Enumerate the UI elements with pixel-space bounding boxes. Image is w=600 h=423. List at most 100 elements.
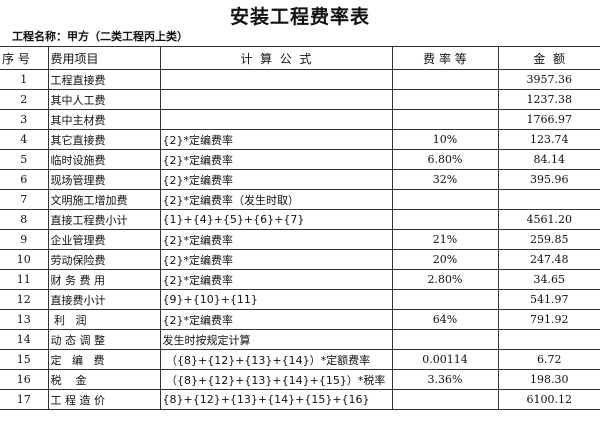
row-number: 15 <box>0 349 49 370</box>
table-row: 2 其中人工费 1237.38 <box>0 89 600 110</box>
row-amount: 1237.38 <box>497 89 600 110</box>
row-number: 10 <box>0 249 49 270</box>
row-number: 16 <box>0 369 49 390</box>
row-formula: 发生时按规定计算 <box>159 329 393 350</box>
table-row: 5 临时设施费 {2}*定编费率 6.80% 84.14 <box>0 149 600 170</box>
row-amount: 6.72 <box>497 349 600 370</box>
row-item: 动 态 调 整 <box>47 329 161 350</box>
row-formula: {1}+{4}+{5}+{6}+{7} <box>159 209 393 230</box>
row-rate <box>391 389 499 410</box>
header-item: 费用项目 <box>47 46 161 70</box>
row-rate: 20% <box>391 249 499 270</box>
row-formula <box>159 89 393 110</box>
table-row: 9 企业管理费 {2}*定编费率 21% 259.85 <box>0 229 600 250</box>
row-formula: {9}+{10}+{11} <box>159 289 393 310</box>
row-item: 税 金 <box>47 369 161 390</box>
table-row: 11 财 务 费 用 {2}*定编费率 2.80% 34.65 <box>0 269 600 290</box>
row-item: 直接费小计 <box>47 289 161 310</box>
row-rate: 6.80% <box>391 149 499 170</box>
row-amount: 247.48 <box>497 249 600 270</box>
row-rate: 64% <box>391 309 499 330</box>
header-no: 序 号 <box>0 46 49 70</box>
row-number: 12 <box>0 289 49 310</box>
row-number: 11 <box>0 269 49 290</box>
table-row: 14 动 态 调 整发生时按规定计算 <box>0 329 600 350</box>
row-amount: 791.92 <box>497 309 600 330</box>
table-row: 4 其它直接费 {2}*定编费率 10% 123.74 <box>0 129 600 150</box>
table-row: 3 其中主材费 1766.97 <box>0 109 600 130</box>
row-formula: {2}*定编费率 <box>159 249 393 270</box>
table-row: 17 工 程 造 价 {8}+{12}+{13}+{14}+{15}+{16} 610… <box>0 389 600 410</box>
row-amount: 123.74 <box>497 129 600 150</box>
table-row: 12 直接费小计 {9}+{10}+{11} 541.97 <box>0 289 600 310</box>
fee-rate-table: 序 号 费用项目 计 算 公 式 费 率 等 金 额 1 工程直接费 3957.36… <box>0 46 600 410</box>
row-rate: 3.36% <box>391 369 499 390</box>
row-number: 7 <box>0 189 49 210</box>
row-number: 6 <box>0 169 49 190</box>
row-item: 其中人工费 <box>47 89 161 110</box>
row-formula <box>159 109 393 130</box>
project-name: 工程名称：甲方（二类工程丙上类） <box>12 30 188 43</box>
row-formula: {2}*定编费率 <box>159 309 393 330</box>
table-row: 15 定 编 费 （{8}+{12}+{13}+{14}）*定额费率 0.00114… <box>0 349 600 370</box>
row-item: 其中主材费 <box>47 109 161 130</box>
table-header: 序 号 费用项目 计 算 公 式 费 率 等 金 额 <box>0 46 600 70</box>
row-number: 8 <box>0 209 49 230</box>
header-amount: 金 额 <box>497 46 600 70</box>
row-formula: {2}*定编费率 <box>159 129 393 150</box>
row-formula: {2}*定编费率 <box>159 229 393 250</box>
row-item: 定 编 费 <box>47 349 161 370</box>
table-row: 6 现场管理费 {2}*定编费率 32% 395.96 <box>0 169 600 190</box>
row-amount: 395.96 <box>497 169 600 190</box>
row-rate: 2.80% <box>391 269 499 290</box>
row-number: 5 <box>0 149 49 170</box>
row-formula <box>159 69 393 90</box>
row-rate <box>391 209 499 230</box>
table-row: 10 劳动保险费 {2}*定编费率 20% 247.48 <box>0 249 600 270</box>
row-formula: {8}+{12}+{13}+{14}+{15}+{16} <box>159 389 393 410</box>
row-rate <box>391 329 499 350</box>
row-item: 临时设施费 <box>47 149 161 170</box>
row-rate <box>391 289 499 310</box>
row-item: 其它直接费 <box>47 129 161 150</box>
row-amount <box>497 329 600 350</box>
row-formula: {2}*定编费率 <box>159 269 393 290</box>
row-amount: 259.85 <box>497 229 600 250</box>
row-rate <box>391 109 499 130</box>
row-formula: {2}*定编费率 <box>159 149 393 170</box>
row-amount: 34.65 <box>497 269 600 290</box>
row-rate: 32% <box>391 169 499 190</box>
row-number: 9 <box>0 229 49 250</box>
row-rate: 10% <box>391 129 499 150</box>
row-item: 现场管理费 <box>47 169 161 190</box>
row-number: 2 <box>0 89 49 110</box>
page-title: 安装工程费率表 <box>229 6 370 28</box>
row-number: 1 <box>0 69 49 90</box>
table-row: 16 税 金 （{8}+{12}+{13}+{14}+{15}）*税率 3.36% 1… <box>0 369 600 390</box>
header-rate: 费 率 等 <box>391 46 499 70</box>
row-item: 利 润 <box>47 309 161 330</box>
row-rate <box>391 69 499 90</box>
row-number: 4 <box>0 129 49 150</box>
row-rate: 0.00114 <box>391 349 499 370</box>
row-amount: 541.97 <box>497 289 600 310</box>
row-formula: {2}*定编费率（发生时取） <box>159 189 393 210</box>
row-amount: 84.14 <box>497 149 600 170</box>
row-rate: 21% <box>391 229 499 250</box>
row-formula: （{8}+{12}+{13}+{14}+{15}）*税率 <box>159 369 393 390</box>
row-amount: 198.30 <box>497 369 600 390</box>
row-number: 3 <box>0 109 49 130</box>
row-item: 企业管理费 <box>47 229 161 250</box>
table-row: 1 工程直接费 3957.36 <box>0 69 600 90</box>
row-rate <box>391 189 499 210</box>
row-amount <box>497 189 600 210</box>
table-row: 8 直接工程费小计 {1}+{4}+{5}+{6}+{7} 4561.20 <box>0 209 600 230</box>
row-amount: 4561.20 <box>497 209 600 230</box>
row-formula: {2}*定编费率 <box>159 169 393 190</box>
row-item: 文明施工增加费 <box>47 189 161 210</box>
row-item: 直接工程费小计 <box>47 209 161 230</box>
row-formula: （{8}+{12}+{13}+{14}）*定额费率 <box>159 349 393 370</box>
table-row: 13 利 润 {2}*定编费率 64% 791.92 <box>0 309 600 330</box>
row-rate <box>391 89 499 110</box>
row-item: 工 程 造 价 <box>47 389 161 410</box>
